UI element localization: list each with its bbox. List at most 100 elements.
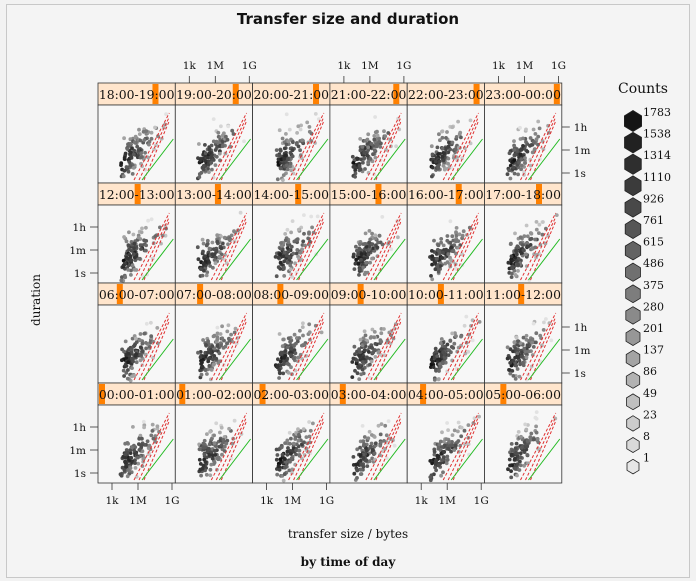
density-hex — [442, 151, 446, 156]
density-hex — [434, 468, 438, 473]
density-hex — [447, 439, 452, 444]
density-hex — [315, 214, 320, 219]
density-hex — [309, 214, 314, 219]
density-hex — [288, 267, 293, 272]
density-hex — [200, 273, 205, 278]
density-hex — [519, 434, 523, 439]
density-hex — [534, 424, 538, 429]
density-hex — [286, 371, 291, 375]
density-hex — [357, 459, 362, 464]
reference-line — [141, 438, 174, 481]
density-hex — [369, 359, 374, 364]
density-hex — [442, 450, 446, 454]
density-hex — [512, 148, 517, 152]
density-hex — [358, 354, 362, 358]
density-hex — [209, 155, 213, 160]
density-hex — [153, 125, 157, 130]
reference-line — [450, 438, 483, 481]
density-hex — [197, 175, 202, 180]
density-hex — [202, 262, 206, 266]
panel-plot-area — [174, 304, 254, 384]
density-hex — [364, 458, 369, 463]
density-hex — [372, 435, 377, 439]
density-hex — [358, 267, 362, 272]
strip-time-marker — [375, 184, 382, 204]
panel-plot-area — [97, 404, 176, 484]
density-hex — [283, 238, 288, 243]
density-hex — [442, 167, 447, 172]
density-hex — [528, 163, 533, 168]
density-hex — [210, 436, 214, 441]
density-hex — [430, 152, 435, 157]
density-hex — [231, 132, 236, 136]
density-hex — [279, 241, 283, 245]
bandwidth-line — [133, 212, 170, 281]
panel-plot-area — [329, 304, 408, 384]
reference-line — [450, 238, 483, 281]
density-hex — [446, 428, 450, 432]
density-hex — [515, 351, 520, 356]
density-hex — [444, 461, 449, 466]
panel-plot-area — [484, 404, 563, 484]
density-hex — [129, 356, 134, 361]
density-hex — [434, 458, 438, 463]
density-hex — [362, 150, 367, 155]
density-hex — [201, 249, 205, 254]
x-tick-label: 1G — [164, 495, 179, 507]
density-hex — [355, 447, 360, 452]
density-hex — [295, 131, 299, 135]
panel-label: 15:00-16:00 — [331, 187, 407, 202]
density-hex — [510, 271, 514, 276]
density-hex — [432, 452, 437, 457]
density-hex — [307, 420, 311, 424]
panel-label: 03:00-04:00 — [331, 387, 407, 402]
density-hex — [227, 338, 232, 343]
density-hex — [219, 124, 223, 129]
density-cloud — [197, 418, 244, 478]
density-hex — [531, 321, 536, 326]
density-hex — [352, 344, 357, 349]
density-hex — [359, 252, 364, 256]
density-hex — [158, 225, 162, 230]
y-tick-label: 1h — [73, 222, 87, 234]
density-hex — [432, 356, 437, 360]
density-cloud — [506, 213, 559, 282]
density-hex — [274, 148, 279, 153]
density-hex — [276, 265, 281, 270]
density-hex — [351, 252, 356, 257]
density-hex — [213, 163, 218, 168]
bandwidth-line — [365, 212, 402, 281]
density-hex — [139, 247, 143, 251]
density-hex — [146, 155, 151, 160]
density-hex — [210, 357, 215, 362]
density-hex — [436, 454, 441, 459]
density-hex — [446, 348, 451, 352]
y-tick-label: 1s — [74, 268, 86, 280]
density-hex — [281, 362, 286, 367]
density-hex — [528, 435, 533, 440]
density-hex — [126, 468, 130, 472]
density-hex — [311, 421, 315, 426]
reference-line — [218, 138, 251, 181]
reference-line — [218, 438, 251, 481]
density-hex — [523, 156, 527, 160]
x-tick-label: 1M — [207, 60, 225, 72]
density-hex — [449, 245, 454, 250]
density-hex — [509, 275, 514, 279]
density-hex — [144, 341, 148, 345]
density-hex — [433, 267, 438, 272]
density-hex — [515, 367, 520, 371]
density-hex — [454, 226, 459, 230]
bandwidth-line — [298, 220, 325, 281]
density-hex — [531, 345, 536, 349]
density-cloud — [196, 117, 246, 181]
density-hex — [511, 374, 516, 378]
density-hex — [363, 344, 368, 348]
density-hex — [374, 144, 379, 149]
density-hex — [209, 450, 214, 455]
density-hex — [144, 248, 148, 253]
density-hex — [288, 150, 293, 155]
density-hex — [122, 155, 127, 160]
bandwidth-line — [288, 112, 325, 181]
density-hex — [289, 456, 294, 461]
